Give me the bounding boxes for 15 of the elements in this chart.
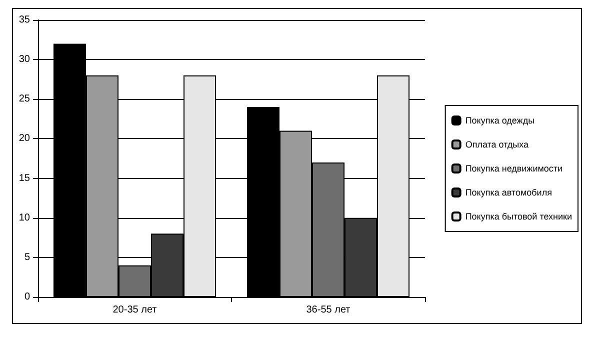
x-tick-label: 36-55 лет [306,304,351,316]
y-tick-label: 25 [18,94,30,105]
y-tick-label: 30 [18,54,30,66]
legend-label: Покупка одежды [465,116,535,126]
y-tick-label: 35 [18,14,30,26]
y-tick-label: 15 [18,172,30,184]
legend-label: Покупка бытовой техники [465,212,572,222]
legend-label: Покупка автомобиля [465,188,552,198]
y-tick-label: 5 [24,252,30,263]
x-tick-label: 20-35 лет [112,304,158,316]
y-tick-label: 20 [18,133,30,144]
y-tick-label: 0 [24,292,30,302]
legend-label: Оплата отдыха [465,140,529,150]
y-tick-label: 10 [18,212,30,224]
legend-label: Покупка недвижимости [465,164,563,174]
